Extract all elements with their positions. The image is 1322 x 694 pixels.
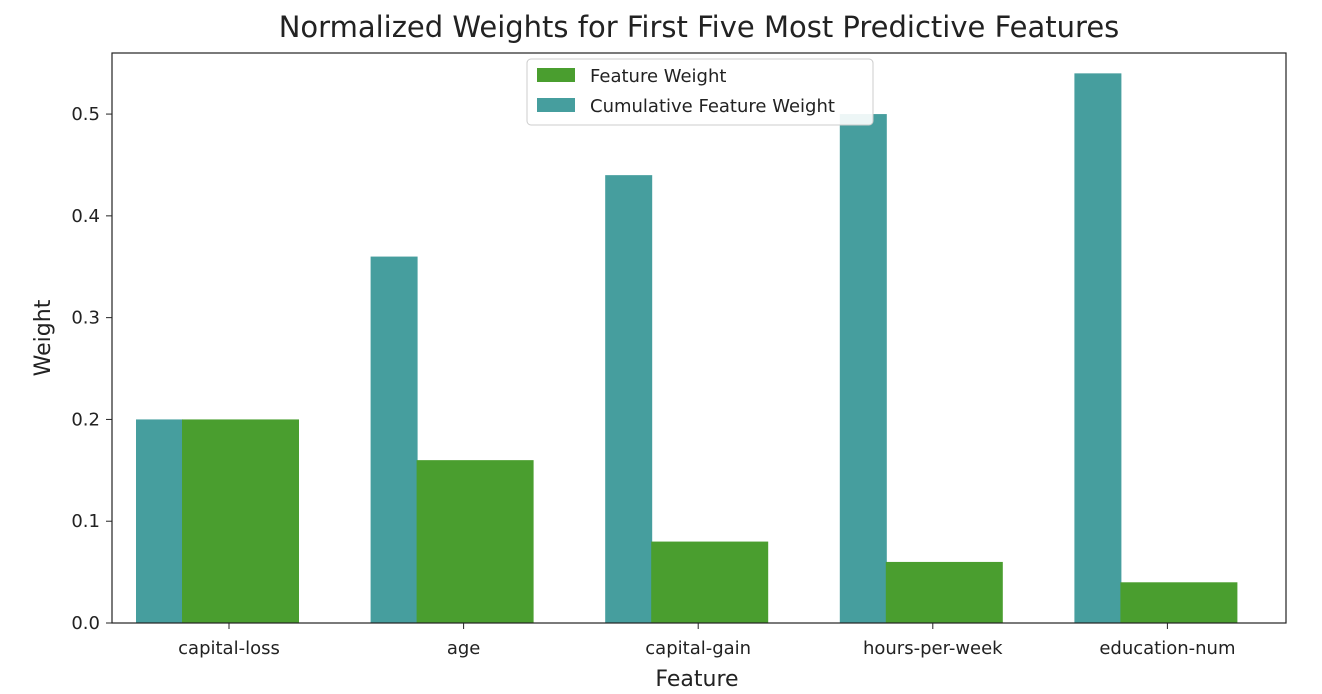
- legend-swatch-feature-weight: [537, 68, 575, 82]
- legend-label-feature-weight: Feature Weight: [590, 66, 726, 87]
- chart-title: Normalized Weights for First Five Most P…: [279, 10, 1120, 44]
- legend-box: [526, 58, 874, 126]
- bar-cumulative-hours-per-week: [839, 114, 887, 624]
- legend: Feature Weight Cumulative Feature Weight: [526, 58, 874, 126]
- bar-feature-weight-capital-loss: [182, 419, 299, 623]
- bar-feature-weight-capital-gain: [651, 541, 769, 623]
- y-tick-label-4: 0.4: [71, 206, 100, 227]
- x-tick-label-hours-per-week: hours-per-week: [863, 638, 1003, 659]
- bar-feature-weight-hours-per-week: [885, 561, 1003, 623]
- y-tick-label-3: 0.3: [71, 308, 100, 329]
- x-tick-label-capital-loss: capital-loss: [178, 638, 280, 659]
- legend-label-cumulative-feature-weight: Cumulative Feature Weight: [590, 96, 835, 117]
- bar-cumulative-age: [370, 256, 418, 623]
- x-axis-label: Feature: [655, 667, 738, 690]
- bar-feature-weight-age: [416, 460, 534, 623]
- x-tick-label-education-num: education-num: [1099, 638, 1235, 659]
- x-axis: capital-loss age capital-gain hours-per-wee…: [178, 623, 1235, 659]
- bars-layer: [136, 73, 1238, 624]
- bar-cumulative-education-num: [1074, 73, 1122, 624]
- y-axis-label: Weight: [31, 299, 56, 376]
- legend-swatch-cumulative-feature-weight: [537, 98, 575, 112]
- y-tick-label-2: 0.2: [71, 409, 100, 430]
- y-tick-label-5: 0.5: [71, 104, 100, 125]
- bar-cumulative-capital-gain: [605, 175, 653, 623]
- y-axis: 0.0 0.1 0.2 0.3 0.4 0.5: [71, 104, 112, 634]
- bar-feature-weight-education-num: [1120, 582, 1238, 623]
- y-tick-label-0: 0.0: [71, 613, 100, 634]
- bar-cumulative-capital-loss: [136, 419, 183, 623]
- y-tick-label-1: 0.1: [71, 511, 100, 532]
- x-tick-label-age: age: [447, 638, 481, 659]
- x-tick-label-capital-gain: capital-gain: [645, 638, 751, 659]
- plot-frame: [111, 52, 1287, 624]
